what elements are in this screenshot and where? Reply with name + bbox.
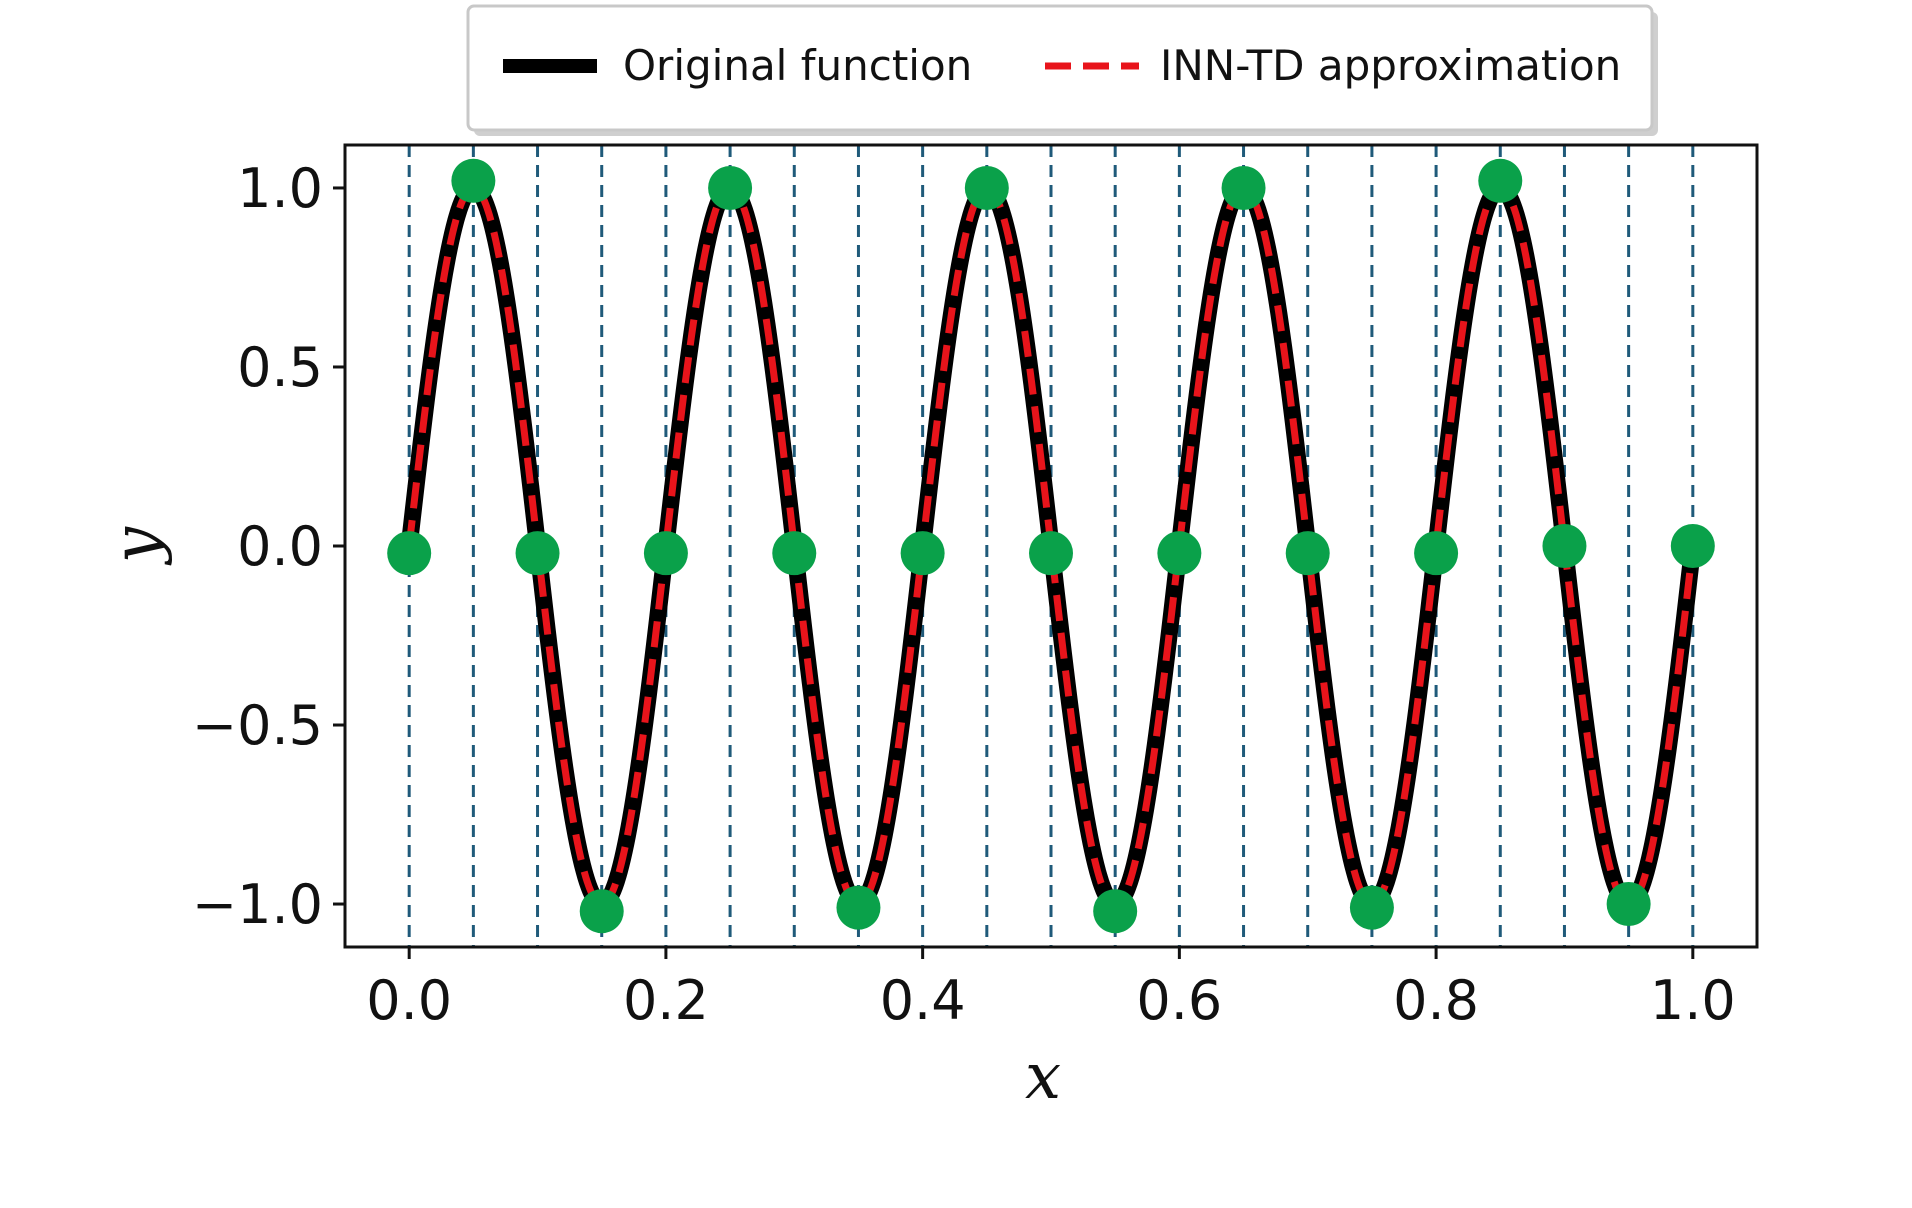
- x-axis-ticks: 0.0 0.2 0.4 0.6 0.8 1.0: [366, 947, 1736, 1032]
- x-tick-label-5: 1.0: [1650, 969, 1736, 1032]
- x-tick-label-0: 0.0: [366, 969, 452, 1032]
- node-point-17: [1478, 158, 1523, 203]
- node-point-7: [836, 885, 881, 930]
- y-tick-label-1: 0.5: [237, 336, 323, 399]
- legend-label-approximation: INN-TD approximation: [1160, 41, 1621, 90]
- node-point-20: [1670, 524, 1715, 568]
- node-point-14: [1285, 531, 1330, 576]
- node-point-4: [643, 531, 688, 576]
- y-tick-label-2: 0.0: [237, 515, 323, 578]
- node-point-0: [387, 531, 432, 576]
- y-tick-label-0: 1.0: [237, 157, 323, 220]
- series-line-approximation: [405, 184, 1697, 908]
- x-tick-label-2: 0.4: [880, 969, 966, 1032]
- y-tick-label-4: −1.0: [192, 873, 323, 936]
- node-point-16: [1414, 531, 1459, 576]
- x-axis-label: x: [1025, 1040, 1061, 1114]
- y-axis-ticks: 1.0 0.5 0.0 −0.5 −1.0: [192, 157, 345, 936]
- legend: Original function INN-TD approximation: [466, 4, 1658, 136]
- node-point-19: [1606, 882, 1651, 927]
- node-point-9: [964, 165, 1009, 210]
- node-point-2: [515, 531, 560, 576]
- node-point-8: [900, 531, 945, 576]
- node-markers: [387, 158, 1715, 934]
- y-axis-label: y: [100, 526, 174, 566]
- node-point-6: [772, 531, 817, 576]
- node-point-13: [1221, 165, 1266, 210]
- node-point-12: [1157, 531, 1202, 576]
- x-tick-label-1: 0.2: [623, 969, 709, 1032]
- node-point-3: [579, 889, 624, 934]
- y-tick-label-3: −0.5: [192, 694, 323, 757]
- x-tick-label-3: 0.6: [1136, 969, 1222, 1032]
- node-point-11: [1093, 889, 1138, 934]
- node-point-1: [451, 158, 496, 203]
- x-tick-label-4: 0.8: [1393, 969, 1479, 1032]
- node-point-10: [1029, 531, 1073, 576]
- legend-label-original: Original function: [623, 41, 972, 90]
- node-point-15: [1349, 885, 1394, 930]
- node-point-5: [708, 165, 753, 210]
- node-point-18: [1542, 524, 1587, 568]
